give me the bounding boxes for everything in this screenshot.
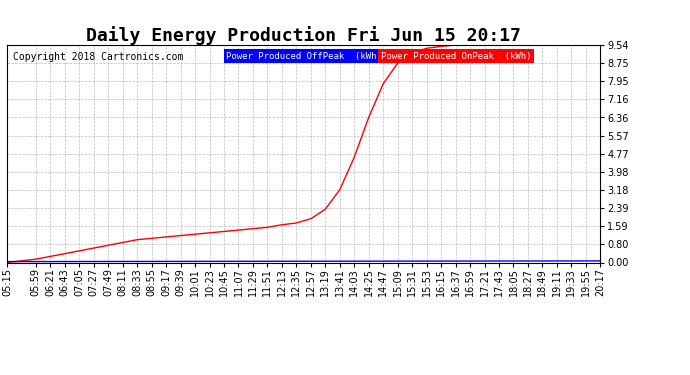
Text: Copyright 2018 Cartronics.com: Copyright 2018 Cartronics.com [13, 51, 184, 62]
Text: Power Produced OnPeak  (kWh): Power Produced OnPeak (kWh) [381, 51, 531, 60]
Title: Daily Energy Production Fri Jun 15 20:17: Daily Energy Production Fri Jun 15 20:17 [86, 26, 521, 45]
Text: Power Produced OffPeak  (kWh): Power Produced OffPeak (kWh) [226, 51, 382, 60]
